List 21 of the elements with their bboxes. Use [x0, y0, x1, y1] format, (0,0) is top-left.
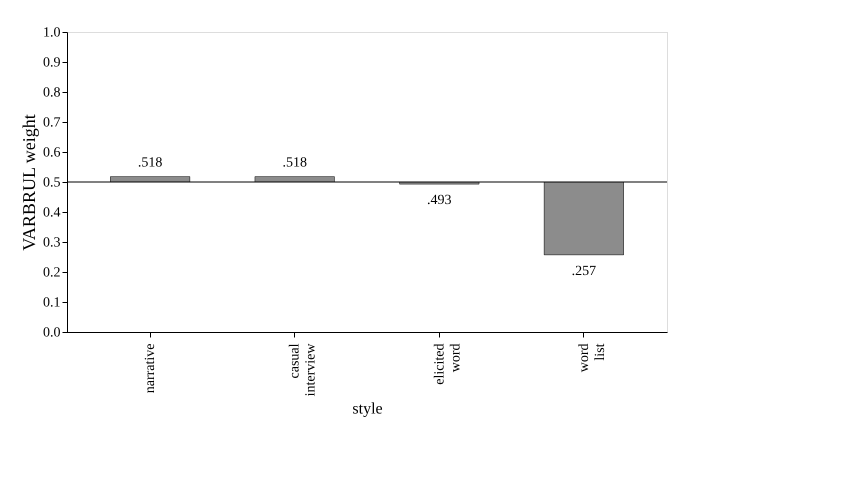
x-tick-label: elicited word — [432, 344, 464, 385]
y-tick-label: 0.8 — [43, 86, 60, 100]
y-tick-label: 0.4 — [43, 206, 60, 220]
y-tick-label: 0.1 — [43, 296, 60, 310]
x-tick-label: word list — [576, 343, 608, 372]
data-label: .518 — [138, 156, 162, 171]
y-tick-label: 0.6 — [43, 146, 60, 160]
x-tick-label: narrative — [143, 344, 158, 394]
y-tick-label: 0.5 — [43, 176, 60, 190]
y-axis-title: VARBRUL weight — [19, 114, 39, 251]
y-tick-label: 0.3 — [43, 236, 60, 250]
y-tick-label: 0.7 — [43, 116, 60, 130]
data-label: .493 — [427, 193, 452, 208]
y-tick-label: 0.2 — [43, 266, 60, 280]
y-tick-label: 1.0 — [43, 26, 60, 40]
data-label: .257 — [572, 264, 596, 279]
y-tick-label: 0.9 — [43, 56, 60, 70]
x-tick-label: casual interview — [288, 342, 319, 396]
y-tick-label: 0.0 — [43, 326, 60, 340]
data-label: .518 — [282, 156, 307, 171]
x-axis-title: style — [352, 400, 383, 418]
